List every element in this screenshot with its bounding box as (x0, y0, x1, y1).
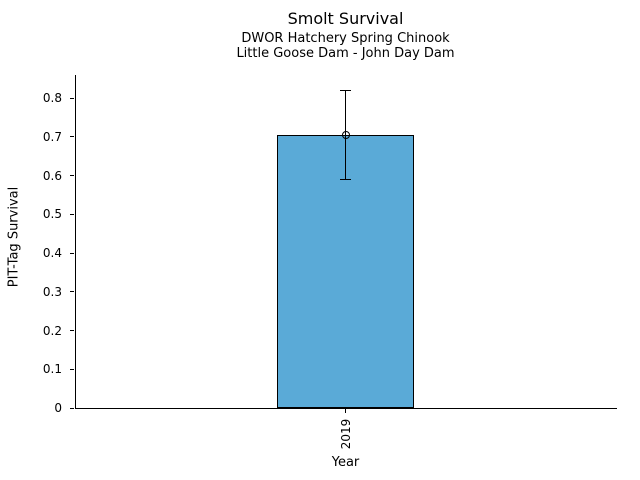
y-tick-mark (70, 97, 74, 99)
y-tick-label: 0.7 (42, 129, 62, 144)
y-tick-label: 0.6 (42, 168, 62, 183)
point-marker (341, 131, 350, 140)
bar-2019 (277, 135, 414, 408)
y-tick-mark (70, 175, 74, 177)
x-tick-label: 2019 (338, 418, 353, 450)
chart-title: Smolt Survival (287, 9, 404, 28)
plot-area (75, 75, 617, 409)
y-tick-mark (70, 330, 74, 332)
error-bar-cap-bottom (340, 178, 351, 181)
y-tick-label: 0.2 (42, 323, 62, 338)
y-tick-mark (70, 291, 74, 293)
y-tick-mark (70, 213, 74, 215)
y-tick-mark (70, 407, 74, 409)
y-tick-label: 0.5 (42, 207, 62, 222)
error-bar-cap-top (340, 89, 351, 92)
y-axis-label: PIT-Tag Survival (6, 186, 22, 288)
y-tick-mark (70, 136, 74, 138)
y-tick-label: 0 (54, 401, 62, 415)
y-tick-label: 0.8 (42, 91, 62, 106)
y-tick-label: 0.1 (42, 362, 62, 377)
x-tick-mark (345, 409, 346, 413)
chart-subtitle-line1: DWOR Hatchery Spring Chinook (241, 31, 450, 46)
y-tick-mark (70, 368, 74, 370)
y-tick-mark (70, 252, 74, 254)
chart-subtitle-line2: Little Goose Dam - John Day Dam (236, 46, 455, 61)
y-tick-label: 0.3 (42, 284, 62, 299)
x-axis-label: Year (331, 455, 360, 470)
y-tick-label: 0.4 (42, 246, 62, 261)
